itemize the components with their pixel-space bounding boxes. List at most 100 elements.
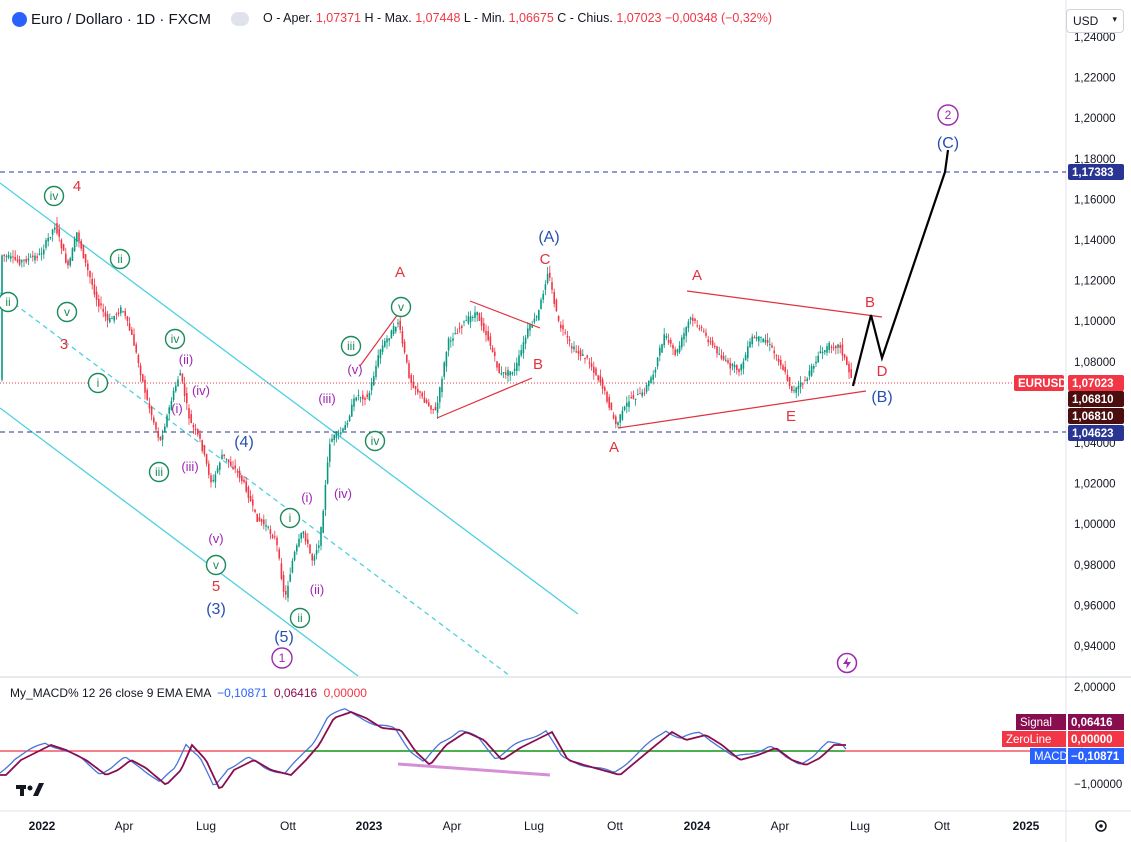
settings-gear-icon[interactable] bbox=[1095, 820, 1107, 832]
wave-label-green[interactable]: i bbox=[279, 507, 301, 529]
wave-label-purple[interactable]: (iii) bbox=[181, 459, 198, 474]
candle-body bbox=[720, 355, 723, 359]
candle-body bbox=[619, 414, 621, 423]
candle-body bbox=[71, 248, 74, 261]
wave-label-red[interactable]: B bbox=[865, 294, 875, 311]
wave-label-green[interactable]: v bbox=[205, 554, 227, 576]
indicator-tag-signal[interactable]: Signal 0,06416 bbox=[1016, 714, 1124, 730]
candle-body bbox=[744, 354, 747, 361]
wave-label-red[interactable]: C bbox=[540, 251, 551, 268]
price-tag-d2[interactable]: 1,06810 bbox=[1068, 408, 1124, 424]
divergence-line[interactable] bbox=[397, 762, 551, 777]
wave-label-purple[interactable]: (v) bbox=[208, 531, 223, 546]
candle-body bbox=[230, 461, 232, 466]
candle-body bbox=[150, 406, 153, 416]
channel-mid-line[interactable] bbox=[0, 292, 511, 677]
wave-label-purple[interactable]: (iv) bbox=[192, 383, 210, 398]
wave-label-red[interactable]: 5 bbox=[212, 578, 220, 595]
svg-text:ii: ii bbox=[117, 252, 122, 266]
wave-label-purple[interactable]: (iv) bbox=[334, 486, 352, 501]
candle-body bbox=[177, 379, 179, 387]
wave-label-green[interactable]: iii bbox=[340, 335, 362, 357]
wave-label-green[interactable]: i bbox=[87, 372, 109, 394]
wave-label-red[interactable]: A bbox=[692, 267, 702, 284]
time-tick-label: Apr bbox=[443, 819, 462, 833]
candle-body bbox=[516, 362, 518, 371]
wave-label-blue[interactable]: (C) bbox=[937, 135, 959, 152]
candle-body bbox=[634, 398, 637, 400]
wave-label-green[interactable]: iv bbox=[43, 185, 65, 207]
wave-label-green[interactable]: ii bbox=[109, 248, 131, 270]
eye-toggle-icon[interactable] bbox=[231, 12, 249, 26]
channel-lower-line[interactable] bbox=[0, 407, 359, 677]
candle-body bbox=[645, 385, 648, 392]
wave-label-red[interactable]: 3 bbox=[60, 336, 68, 353]
wave-label-green[interactable]: ii bbox=[0, 291, 19, 313]
indicator-legend[interactable]: My_MACD% 12 26 close 9 EMA EMA −0,10871 … bbox=[10, 686, 367, 700]
wave-label-green[interactable]: iv bbox=[364, 430, 386, 452]
candle-body bbox=[491, 347, 494, 352]
candle-body bbox=[771, 345, 773, 348]
wave-label-green[interactable]: v bbox=[56, 301, 78, 323]
candle-body bbox=[199, 433, 201, 439]
candle-body bbox=[337, 432, 340, 434]
time-axis[interactable]: 2022 Apr Lug Ott 2023 Apr Lug Ott 2024 Apr Lug Ott 2… bbox=[29, 819, 1040, 833]
symbol-header[interactable]: Euro / Dollaro · 1D · FXCM bbox=[12, 11, 211, 28]
wave-label-purple[interactable]: (ii) bbox=[179, 352, 193, 367]
candle-body bbox=[234, 465, 236, 469]
level-high-tag[interactable]: 1,17383 bbox=[1068, 164, 1124, 180]
wave-label-red[interactable]: A bbox=[609, 439, 619, 456]
wave-label-green[interactable]: iv bbox=[164, 328, 186, 350]
candle-body bbox=[399, 320, 401, 330]
candle-body bbox=[208, 463, 210, 475]
wave-label-circled[interactable]: 1 bbox=[271, 647, 293, 669]
wave-label-green[interactable]: ii bbox=[289, 607, 311, 629]
candle-body bbox=[51, 229, 54, 235]
wave-label-green[interactable]: iii bbox=[148, 461, 170, 483]
wave-label-red[interactable]: D bbox=[877, 363, 888, 380]
candle-body bbox=[652, 374, 654, 380]
wave-label-red[interactable]: E bbox=[786, 408, 796, 425]
wave-label-blue[interactable]: (4) bbox=[234, 434, 254, 451]
chevron-down-icon: ▾ bbox=[1112, 14, 1117, 24]
wave-label-purple[interactable]: (iii) bbox=[318, 391, 335, 406]
macd-line[interactable] bbox=[0, 708, 847, 786]
price-tag-d1[interactable]: 1,06810 bbox=[1068, 391, 1124, 407]
wave-label-purple[interactable]: (ii) bbox=[310, 582, 324, 597]
wave-label-purple[interactable]: (i) bbox=[301, 490, 313, 505]
currency-select[interactable]: USD ▾ bbox=[1066, 9, 1124, 33]
candle-body bbox=[518, 355, 520, 366]
wave-label-circled[interactable]: 2 bbox=[937, 104, 959, 126]
indicator-tag-macd[interactable]: MACD −0,10871 bbox=[1030, 748, 1124, 764]
candle-body bbox=[628, 401, 630, 408]
candle-body bbox=[716, 346, 718, 354]
candle-body bbox=[663, 334, 665, 346]
wave-label-blue[interactable]: (3) bbox=[206, 601, 226, 618]
candle-body bbox=[148, 403, 151, 409]
macd-axis[interactable]: 2,000001,00000−1,00000Signal0,06416ZeroL… bbox=[1002, 682, 1124, 791]
projection-path[interactable] bbox=[851, 171, 947, 387]
wave-label-blue[interactable]: (A) bbox=[538, 229, 559, 246]
lightning-event-icon[interactable] bbox=[836, 652, 858, 674]
wave-label-purple[interactable]: (i) bbox=[171, 401, 183, 416]
channel-upper-line[interactable] bbox=[0, 182, 579, 615]
level-low-tag[interactable]: 1,04623 bbox=[1068, 425, 1124, 441]
last-price-tag[interactable]: 1,07023 bbox=[1068, 375, 1124, 391]
signal-line[interactable] bbox=[0, 711, 846, 789]
wave-label-red[interactable]: 4 bbox=[73, 178, 81, 195]
wave-label-blue[interactable]: (5) bbox=[274, 629, 294, 646]
wave-label-blue[interactable]: (B) bbox=[871, 389, 892, 406]
candle-body bbox=[705, 332, 707, 336]
tradingview-logo-icon[interactable] bbox=[16, 783, 44, 796]
wave-label-green[interactable]: v bbox=[390, 296, 412, 318]
indicator-tag-zeroline[interactable]: ZeroLine 0,00000 bbox=[1002, 731, 1124, 747]
wave-label-red[interactable]: B bbox=[533, 356, 543, 373]
candle-body bbox=[313, 556, 316, 561]
price-axis[interactable]: 1,24000 1,22000 1,20000 1,18000 1,16000 1,140… bbox=[1074, 32, 1116, 653]
wave-label-purple[interactable]: (v) bbox=[347, 362, 362, 377]
candle-body bbox=[359, 397, 362, 399]
wave-label-red[interactable]: A bbox=[395, 264, 405, 281]
symbol-tag[interactable]: EURUSD bbox=[1014, 375, 1067, 391]
candle-body bbox=[128, 323, 131, 331]
